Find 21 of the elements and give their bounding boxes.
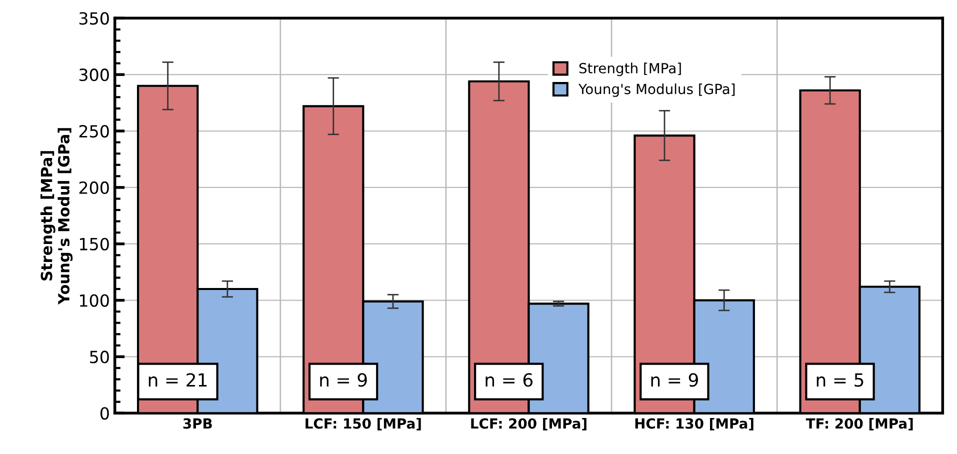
legend-label: Strength [MPa]	[579, 62, 681, 76]
y-tick-label: 0	[100, 407, 109, 420]
annotation: n = 6	[486, 373, 533, 387]
y-tick-label: 50	[90, 350, 109, 364]
x-tick-label: LCF: 200 [MPa]	[471, 418, 586, 430]
y-tick-label: 250	[79, 124, 109, 138]
annotation: n = 9	[320, 373, 367, 387]
annotation: n = 21	[148, 373, 207, 387]
annotation: n = 5	[816, 373, 864, 387]
legend-label: Young's Modulus [GPa]	[578, 83, 735, 97]
x-tick-label: HCF: 130 [MPa]	[635, 418, 754, 430]
annotation: n = 9	[651, 373, 698, 387]
y-tick-label: 200	[79, 181, 109, 194]
y-tick-label: 100	[80, 294, 109, 307]
y-tick-label: 300	[79, 68, 109, 82]
x-tick-label: TF: 200 [MPa]	[806, 418, 913, 430]
x-tick-label: LCF: 150 [MPa]	[306, 418, 421, 430]
x-tick-label: 3PB	[183, 418, 212, 429]
y-tick-label: 350	[79, 12, 109, 25]
y-tick-label: 150	[80, 238, 109, 250]
y-axis-title: Strength [MPa] Young's Modul [GPa]	[40, 128, 73, 305]
